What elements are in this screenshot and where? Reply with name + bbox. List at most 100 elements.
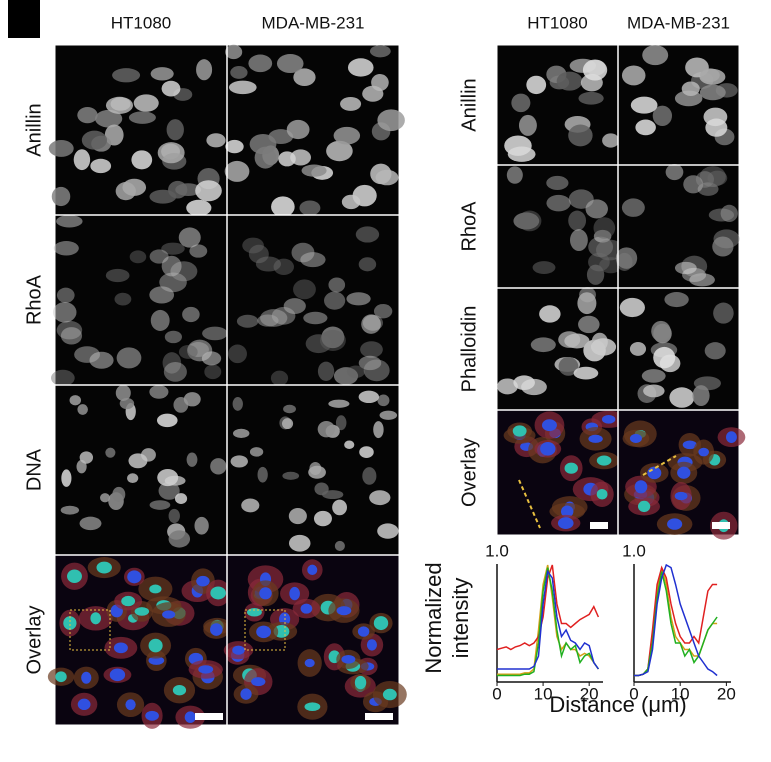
- column-label: HT1080: [527, 13, 587, 32]
- nucleus: [698, 447, 710, 457]
- series-line: [497, 569, 600, 670]
- nucleus: [240, 688, 252, 700]
- y-axis-label: intensity: [448, 578, 473, 659]
- cell: [530, 337, 556, 353]
- cell: [707, 170, 728, 186]
- nucleus: [127, 570, 142, 584]
- cell: [317, 361, 335, 381]
- x-tick-label: 10: [534, 684, 553, 703]
- cell: [288, 507, 307, 525]
- cell: [377, 109, 405, 132]
- nucleus: [304, 702, 321, 712]
- cell: [708, 208, 735, 222]
- cell: [355, 226, 380, 243]
- cell: [518, 210, 542, 232]
- cell: [558, 356, 579, 376]
- micrograph: [223, 555, 407, 725]
- nucleus: [63, 616, 77, 630]
- cell: [161, 255, 182, 277]
- cell: [182, 306, 200, 323]
- cell: [174, 493, 188, 504]
- cell: [105, 268, 130, 283]
- cell: [210, 458, 227, 475]
- cell: [270, 370, 289, 386]
- nucleus: [300, 603, 313, 614]
- cell: [163, 362, 187, 382]
- cell: [77, 404, 88, 415]
- cell: [127, 473, 139, 484]
- nucleus: [560, 505, 574, 518]
- cell: [186, 199, 212, 216]
- cell: [641, 369, 666, 383]
- micrograph: [497, 45, 620, 165]
- nucleus: [354, 675, 367, 690]
- cell: [700, 68, 720, 83]
- cell: [377, 523, 399, 539]
- cell: [100, 493, 111, 503]
- cell: [328, 277, 346, 293]
- cell: [149, 385, 169, 399]
- cell: [346, 365, 366, 378]
- cell: [149, 500, 171, 510]
- cell: [225, 44, 243, 60]
- cell: [573, 366, 599, 380]
- cell: [77, 106, 98, 124]
- cell: [652, 105, 673, 127]
- micrograph: [497, 287, 618, 410]
- column-label: MDA-MB-231: [262, 13, 365, 32]
- row-label: RhoA: [23, 274, 45, 325]
- nucleus: [588, 434, 603, 443]
- cell: [115, 384, 131, 401]
- cell: [314, 482, 329, 496]
- cell: [116, 347, 142, 369]
- y-tick-label: 1.0: [485, 541, 509, 560]
- nucleus: [90, 612, 101, 625]
- nucleus: [184, 711, 196, 723]
- scale-bar: [195, 713, 223, 720]
- cell: [334, 540, 345, 552]
- cell: [183, 392, 201, 407]
- nucleus: [307, 564, 318, 576]
- cell: [506, 166, 523, 184]
- cell: [168, 530, 191, 548]
- cell: [629, 342, 647, 356]
- cell: [158, 481, 180, 500]
- cell: [48, 140, 74, 157]
- cell: [79, 516, 102, 531]
- nucleus: [557, 517, 574, 529]
- cell: [532, 261, 556, 274]
- cell: [375, 169, 399, 186]
- nucleus: [149, 584, 162, 594]
- cell: [319, 329, 346, 351]
- cell: [546, 175, 569, 190]
- cell: [568, 124, 593, 147]
- nucleus: [125, 699, 136, 711]
- nucleus: [596, 488, 608, 500]
- nucleus: [382, 688, 397, 701]
- cell: [286, 119, 310, 140]
- cell: [52, 301, 77, 323]
- cell: [513, 375, 535, 391]
- micrograph: [227, 215, 399, 386]
- cell: [578, 91, 604, 105]
- nucleus: [596, 455, 612, 466]
- cell: [526, 75, 547, 95]
- cell: [713, 229, 740, 249]
- cell: [166, 119, 184, 141]
- cell: [293, 68, 316, 87]
- nucleus: [96, 561, 112, 574]
- scale-bar: [365, 713, 393, 720]
- cell: [74, 346, 100, 363]
- cell: [313, 510, 332, 527]
- cell: [128, 453, 148, 469]
- cell: [556, 71, 583, 91]
- nucleus: [677, 466, 691, 479]
- micrograph: [618, 45, 739, 165]
- micrograph: [618, 288, 739, 410]
- cell: [282, 471, 300, 480]
- cell: [249, 133, 277, 155]
- cell: [175, 183, 202, 197]
- nucleus: [148, 656, 165, 665]
- row-label: Phalloidin: [458, 306, 480, 393]
- nucleus: [109, 668, 126, 682]
